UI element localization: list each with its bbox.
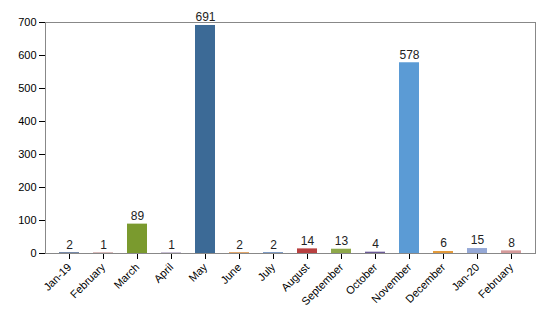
svg-text:July: July [255, 260, 278, 283]
svg-text:6: 6 [440, 236, 447, 250]
svg-text:Jan-20: Jan-20 [449, 261, 481, 293]
svg-text:Jan-19: Jan-19 [41, 261, 73, 293]
svg-text:100: 100 [18, 214, 36, 226]
svg-text:March: March [111, 261, 141, 291]
svg-text:200: 200 [18, 181, 36, 193]
svg-text:4: 4 [372, 237, 379, 251]
svg-text:600: 600 [18, 49, 36, 61]
svg-text:0: 0 [30, 247, 36, 259]
svg-text:578: 578 [399, 48, 419, 62]
svg-text:2: 2 [270, 238, 277, 252]
svg-text:89: 89 [131, 209, 145, 223]
svg-text:June: June [218, 261, 243, 286]
svg-text:February: February [68, 260, 108, 300]
svg-text:400: 400 [18, 115, 36, 127]
svg-text:November: November [369, 260, 414, 306]
svg-text:February: February [476, 260, 516, 300]
svg-text:1: 1 [168, 238, 175, 252]
svg-text:September: September [299, 261, 346, 308]
svg-text:300: 300 [18, 148, 36, 160]
svg-text:1: 1 [100, 238, 107, 252]
svg-text:13: 13 [335, 234, 349, 248]
svg-text:2: 2 [66, 238, 73, 252]
svg-text:15: 15 [471, 233, 485, 247]
svg-text:691: 691 [195, 10, 215, 24]
svg-text:April: April [151, 261, 175, 285]
svg-text:8: 8 [508, 236, 515, 250]
svg-text:October: October [343, 260, 380, 297]
svg-text:14: 14 [301, 234, 315, 248]
svg-text:August: August [279, 261, 312, 294]
svg-text:500: 500 [18, 82, 36, 94]
svg-text:700: 700 [18, 16, 36, 28]
svg-text:December: December [403, 261, 448, 306]
svg-text:May: May [186, 260, 210, 284]
svg-text:2: 2 [236, 238, 243, 252]
